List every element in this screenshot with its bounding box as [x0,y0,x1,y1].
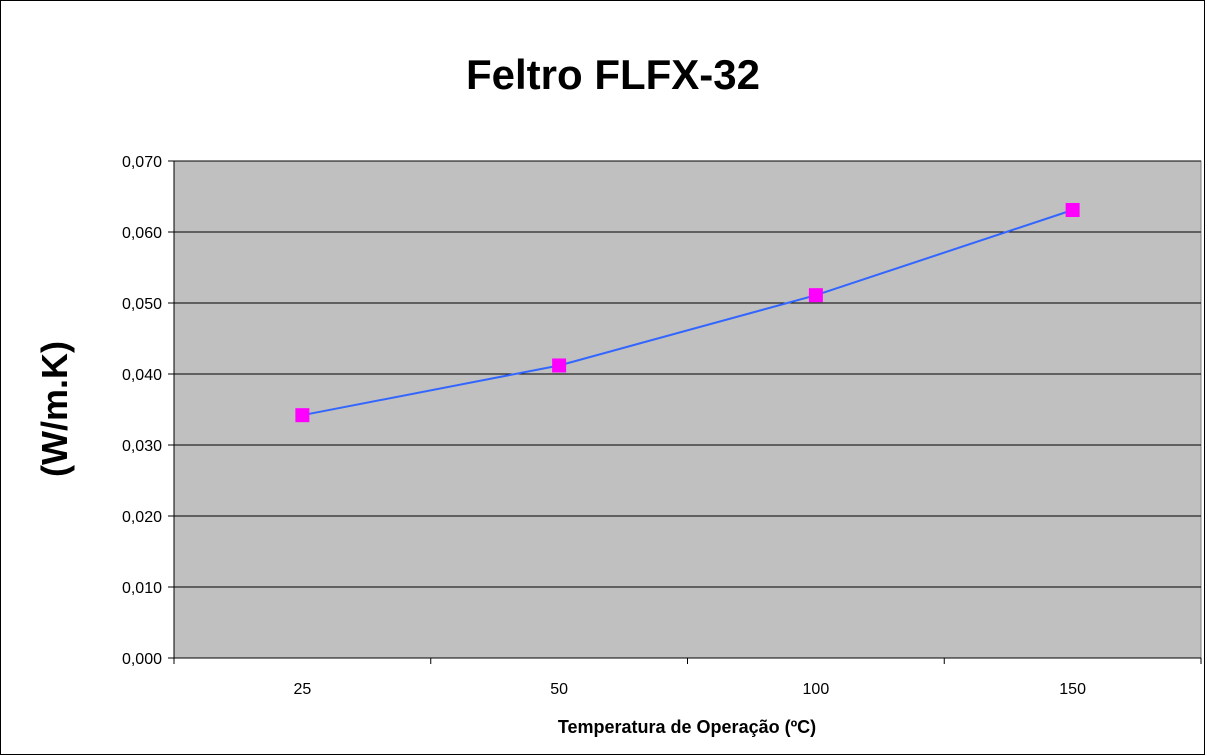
y-tick-label: 0,010 [122,580,162,597]
y-axis [168,160,175,659]
x-tick-label: 25 [293,681,311,698]
plot-area [173,160,1202,659]
data-point [808,288,823,303]
y-tick-label: 0,030 [122,438,162,455]
data-point [1065,202,1080,217]
data-point [295,408,310,423]
gridlines [174,160,1201,588]
x-tick-label: 150 [1059,681,1086,698]
y-tick-label: 0,020 [122,509,162,526]
y-axis-label: (W/m.K) [34,341,75,477]
y-tick-label: 0,060 [122,225,162,242]
chart-title: Feltro FLFX-32 [466,51,760,98]
series-line [302,209,1073,417]
x-tick-label: 100 [803,681,830,698]
y-tick-label: 0,070 [122,154,162,171]
y-tick-labels: 0,000 0,010 0,020 0,030 0,040 0,050 0,060 0,070 [122,154,162,668]
x-tick-labels: 25 50 100 150 [293,681,1086,698]
x-axis [173,657,1202,664]
data-point [552,358,567,373]
series-layer [295,202,1080,423]
y-tick-label: 0,000 [122,651,162,668]
x-tick-label: 50 [550,681,568,698]
y-tick-label: 0,040 [122,367,162,384]
y-tick-label: 0,050 [122,296,162,313]
x-axis-label: Temperatura de Operação (ºC) [558,717,816,737]
